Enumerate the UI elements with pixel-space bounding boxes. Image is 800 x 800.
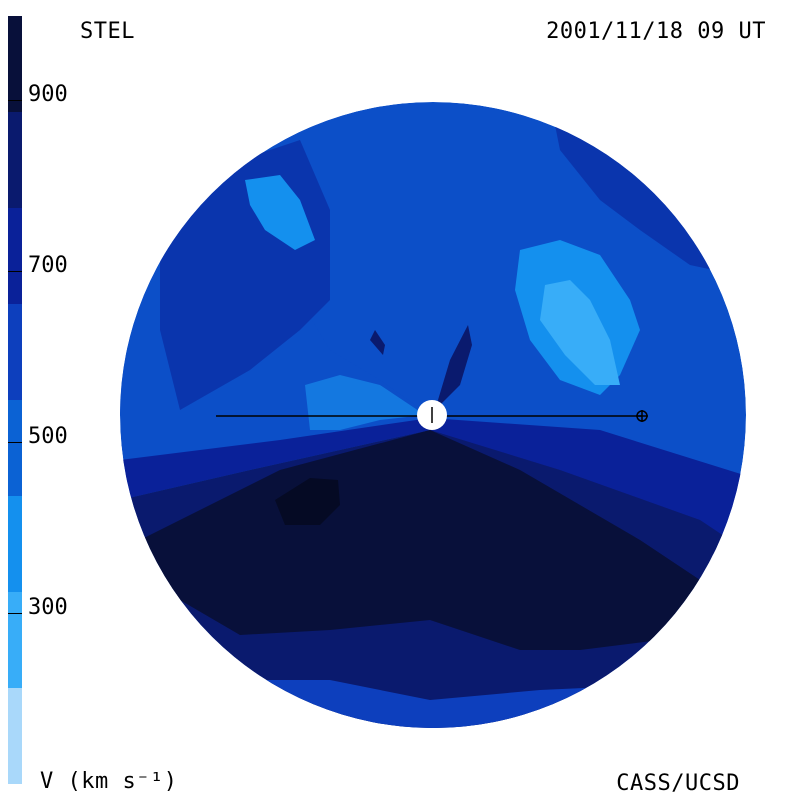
colorbar-segment [8, 16, 22, 112]
colorbar-tick [8, 442, 22, 443]
credit-label: CASS/UCSD [616, 771, 740, 796]
colorbar-segment [8, 112, 22, 208]
colorbar-segment [8, 304, 22, 400]
colorbar-tick [8, 271, 22, 272]
colorbar-segment [8, 592, 22, 688]
fast-wind-blob [275, 478, 340, 525]
colorbar-tick-label: 900 [28, 82, 68, 107]
fast-wind-wedge-east [435, 325, 472, 410]
colorbar-tick-label: 300 [28, 595, 68, 620]
colorbar-segment [8, 496, 22, 592]
unit-label: V (km s⁻¹) [40, 769, 178, 794]
velocity-colorbar [8, 16, 22, 784]
slow-wind-northwest-core [245, 175, 315, 250]
colorbar-tick [8, 100, 22, 101]
slow-wind-northeast-core [540, 280, 620, 385]
colorbar-segment [8, 208, 22, 304]
colorbar-tick-label: 500 [28, 424, 68, 449]
colorbar-tick-label: 700 [28, 253, 68, 278]
colorbar-segment [8, 688, 22, 784]
fast-wind-wedge-west [370, 330, 385, 355]
fast-wind-core [140, 430, 700, 650]
colorbar-segment [8, 400, 22, 496]
date-label: 2001/11/18 09 UT [546, 19, 766, 44]
disk-regions [120, 102, 746, 728]
colorbar-tick [8, 613, 22, 614]
origin-label: STEL [80, 19, 135, 44]
